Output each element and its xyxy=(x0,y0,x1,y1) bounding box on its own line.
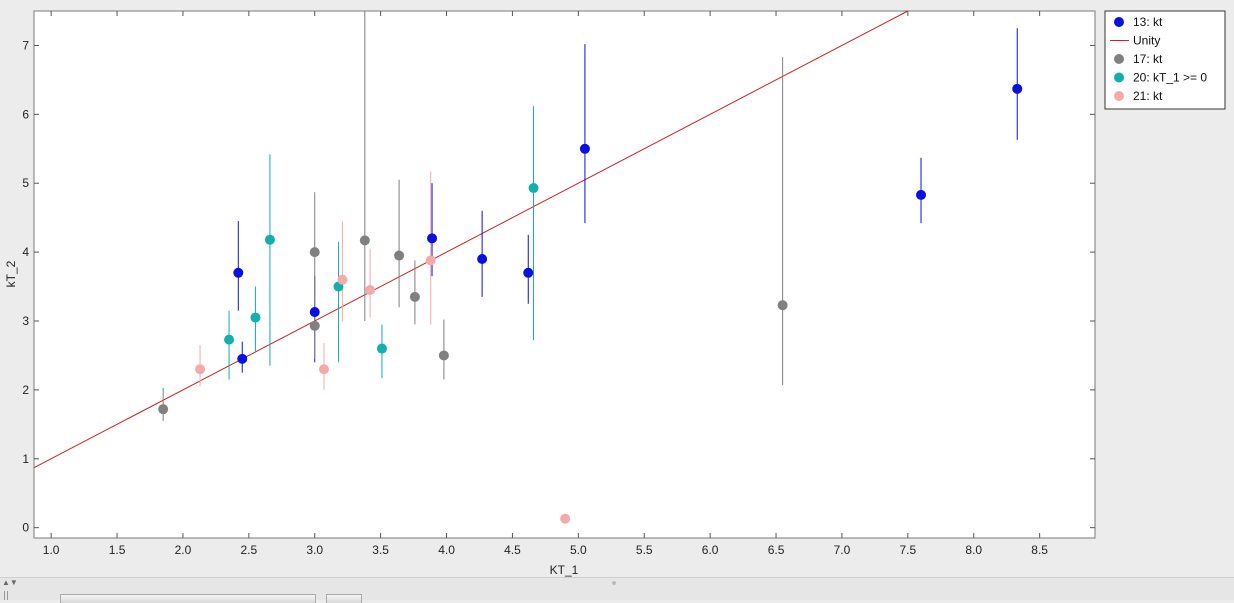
data-point xyxy=(579,143,590,154)
y-tick-label: 2 xyxy=(22,383,29,397)
data-point xyxy=(916,189,927,200)
x-tick-label: 3.0 xyxy=(306,543,323,557)
data-point xyxy=(560,513,571,524)
data-point xyxy=(427,233,438,244)
x-tick-label: 5.5 xyxy=(636,543,653,557)
data-point xyxy=(425,255,436,266)
legend-marker xyxy=(1114,91,1124,101)
x-tick-label: 5.0 xyxy=(570,543,587,557)
x-tick-label: 6.5 xyxy=(768,543,785,557)
x-tick-label: 2.0 xyxy=(175,543,192,557)
data-point xyxy=(409,291,420,302)
data-point xyxy=(224,334,235,345)
x-tick-label: 3.5 xyxy=(372,543,389,557)
data-point xyxy=(264,234,275,245)
data-point xyxy=(365,285,376,295)
legend-marker xyxy=(1114,54,1124,64)
legend-label: 21: kt xyxy=(1133,89,1163,103)
x-tick-label: 8.0 xyxy=(965,543,982,557)
x-tick-label: 7.0 xyxy=(834,543,851,557)
y-tick-label: 6 xyxy=(22,107,29,121)
data-point xyxy=(195,364,206,375)
data-point xyxy=(528,183,539,194)
x-tick-label: 2.5 xyxy=(240,543,257,557)
legend[interactable]: 13: kt Unity 17: kt 20: kT_1 >= 0 21: kt xyxy=(1104,10,1226,110)
y-tick-label: 7 xyxy=(22,38,29,52)
data-point xyxy=(394,250,405,261)
resize-grip-icon xyxy=(4,591,5,600)
x-tick-label: 6.0 xyxy=(702,543,719,557)
bottom-toolbar-strip: ▲▼ xyxy=(0,577,1234,603)
legend-label: Unity xyxy=(1133,34,1160,48)
x-tick-label: 7.5 xyxy=(899,543,916,557)
unity-line xyxy=(33,10,909,469)
data-point xyxy=(477,254,488,264)
x-tick-label: 1.0 xyxy=(43,543,60,557)
data-point xyxy=(158,404,169,415)
data-point xyxy=(337,274,348,285)
data-point xyxy=(318,364,329,375)
data-point xyxy=(233,267,244,278)
x-axis-title: KT_1 xyxy=(550,563,579,577)
legend-marker xyxy=(1114,17,1124,27)
y-tick-label: 0 xyxy=(22,521,29,535)
legend-label: 20: kT_1 >= 0 xyxy=(1133,71,1207,85)
data-point xyxy=(523,267,534,278)
y-tick-label: 4 xyxy=(22,245,29,259)
legend-label: 17: kt xyxy=(1133,52,1163,66)
splitter-grip-icon[interactable] xyxy=(612,581,616,585)
chart: 1.0 1.5 2.0 2.5 3.0 3.5 4.0 4.5 5.0 5.5 6.0 6.5 7.0 7… xyxy=(4,10,1226,577)
x-tick-label: 1.5 xyxy=(109,543,126,557)
splitter-arrows-icon[interactable]: ▲▼ xyxy=(2,578,18,587)
x-axis: 1.0 1.5 2.0 2.5 3.0 3.5 4.0 4.5 5.0 5.5 6.0 6.5 7.0 7… xyxy=(43,11,1048,557)
y-axis-title: kT_2 xyxy=(4,260,18,287)
data-point xyxy=(237,353,248,364)
x-tick-label: 8.5 xyxy=(1031,543,1048,557)
data-point xyxy=(376,343,387,354)
legend-marker xyxy=(1114,72,1124,83)
data-point xyxy=(359,235,370,246)
legend-box xyxy=(1104,10,1226,110)
y-tick-label: 1 xyxy=(22,452,29,466)
resize-grip-icon xyxy=(7,591,8,600)
data-point xyxy=(438,350,449,361)
data-point xyxy=(250,312,261,323)
y-tick-label: 3 xyxy=(22,314,29,328)
y-tick-label: 5 xyxy=(22,176,29,190)
data-point xyxy=(1012,83,1023,94)
x-tick-label: 4.5 xyxy=(504,543,521,557)
y-axis: 0 1 2 3 4 5 6 7 xyxy=(22,38,1095,535)
data-point xyxy=(777,300,788,311)
data-point xyxy=(309,307,320,318)
x-tick-label: 4.0 xyxy=(438,543,455,557)
plot-background xyxy=(33,10,1096,539)
data-point xyxy=(309,247,320,258)
legend-label: 13: kt xyxy=(1133,15,1163,29)
plot-layer xyxy=(33,10,1023,524)
data-point xyxy=(309,320,320,331)
